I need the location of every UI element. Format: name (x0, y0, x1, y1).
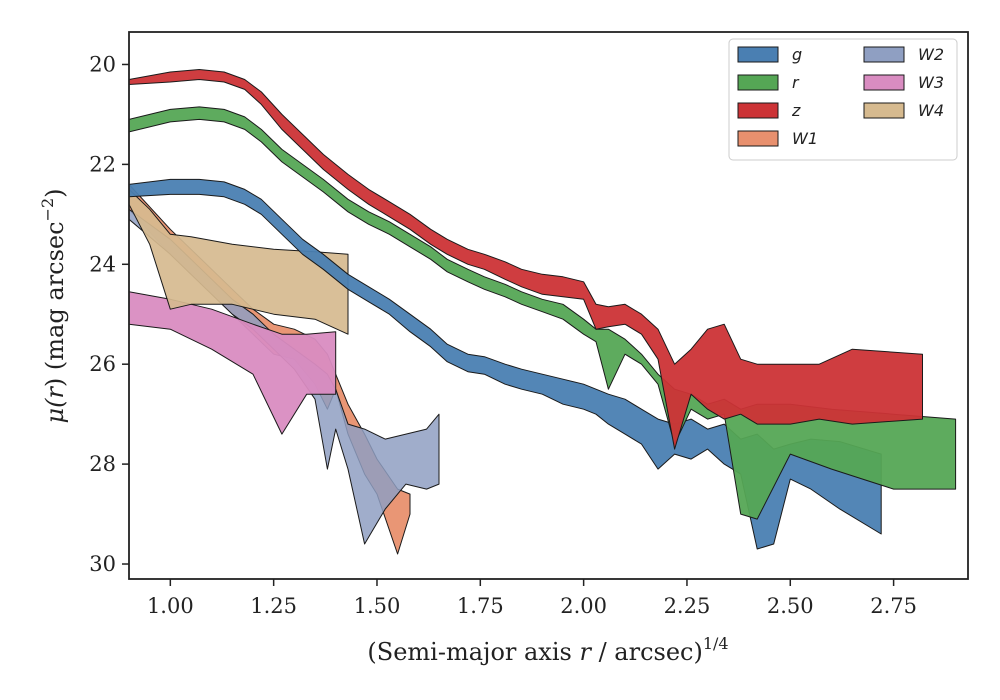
legend-swatch-r (737, 74, 779, 91)
x-tick-label: 1.50 (354, 594, 401, 618)
legend-frame (728, 38, 958, 161)
legend-swatch-w2 (863, 46, 905, 63)
y-tick-label: 30 (89, 552, 116, 576)
legend-swatch-w1 (737, 130, 779, 147)
legend-label-w3: W3 (918, 73, 944, 92)
band-z (129, 69, 923, 450)
x-tick-label: 1.75 (457, 594, 504, 618)
y-axis-label: μ(r) (mag arcsec−2) (38, 188, 69, 423)
legend-label-w1: W1 (792, 129, 818, 148)
legend-swatch-z (737, 102, 779, 119)
y-axis-ticks: 20 22 24 26 28 30 (89, 52, 129, 576)
legend-label-z: z (791, 101, 801, 120)
x-axis-ticks: 1.00 1.25 1.50 1.75 2.00 2.25 2.50 2.75 (147, 579, 917, 618)
legend-swatch-g (737, 46, 779, 63)
x-axis-label: (Semi-major axis r / arcsec)1/4 (367, 634, 728, 666)
y-tick-label: 24 (89, 252, 116, 276)
x-tick-label: 1.25 (250, 594, 297, 618)
legend-swatch-w4 (863, 102, 905, 119)
band-g (129, 178, 882, 550)
legend-label-w2: W2 (918, 45, 944, 64)
y-tick-label: 26 (89, 352, 116, 376)
plot-frame (128, 31, 969, 580)
x-tick-label: 2.25 (664, 594, 711, 618)
legend-label-r: r (792, 73, 800, 92)
legend: grz W1 W2 W3 W4 (728, 38, 958, 161)
legend-swatch-w3 (863, 74, 905, 91)
series-bands (129, 69, 957, 555)
legend-label-w4: W4 (918, 101, 944, 120)
x-tick-label: 2.50 (767, 594, 814, 618)
band-w3 (129, 291, 337, 435)
y-tick-label: 28 (89, 452, 116, 476)
y-tick-label: 22 (89, 152, 116, 176)
x-tick-label: 2.75 (870, 594, 917, 618)
x-tick-label: 1.00 (147, 594, 194, 618)
y-tick-label: 20 (89, 52, 116, 76)
x-tick-label: 2.00 (560, 594, 607, 618)
band-w4 (129, 188, 349, 335)
legend-label-g: g (792, 45, 802, 64)
